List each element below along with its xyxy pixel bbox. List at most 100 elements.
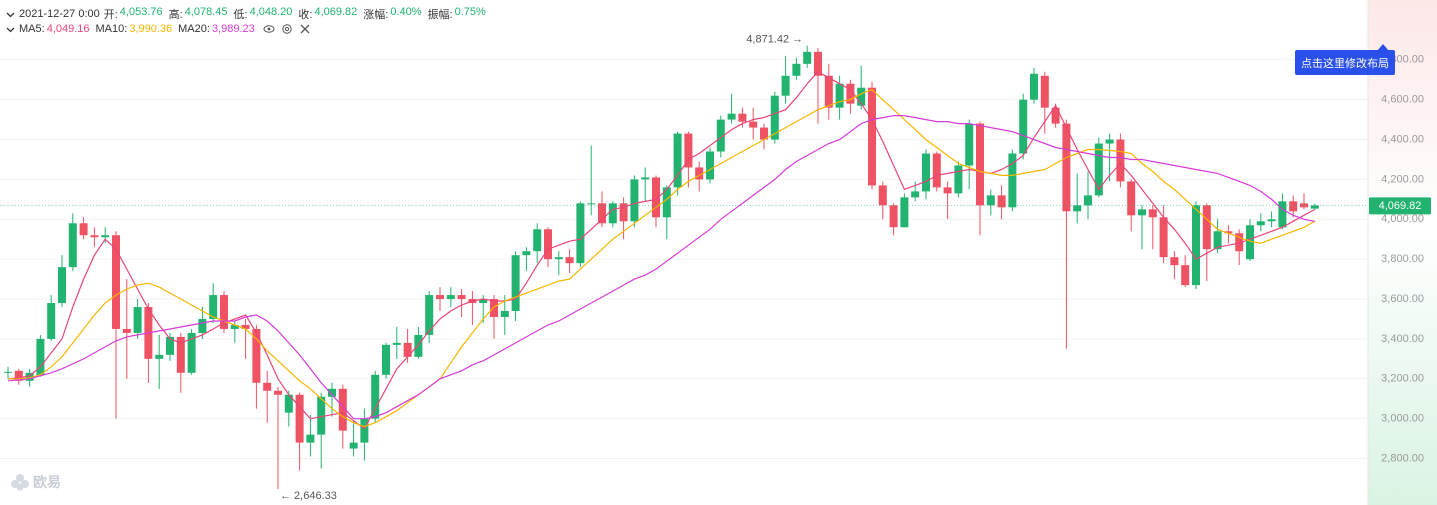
candle-body bbox=[846, 83, 855, 104]
ma-value: 3,989.23 bbox=[211, 23, 255, 35]
candle-body bbox=[576, 203, 585, 264]
candle-body bbox=[349, 442, 358, 449]
candle-body bbox=[1300, 203, 1308, 208]
y-tick-label: 4,600.00 bbox=[1381, 94, 1424, 106]
candle-body bbox=[36, 338, 45, 375]
ma-line bbox=[7, 71, 1316, 430]
candle-body bbox=[274, 390, 282, 395]
candle-body bbox=[857, 87, 866, 106]
candle-body bbox=[1138, 209, 1146, 216]
candle-body bbox=[317, 396, 326, 435]
candle-body bbox=[414, 334, 423, 357]
candle-body bbox=[1181, 265, 1190, 286]
candle-body bbox=[392, 342, 401, 345]
candle-body bbox=[112, 235, 120, 329]
ma-header: MA5: 4,049.16 MA10: 3,990.36 MA20: 3,989.23 bbox=[6, 23, 313, 35]
candle-body bbox=[630, 179, 639, 222]
candle-body bbox=[436, 295, 444, 300]
candle-body bbox=[1202, 205, 1211, 250]
candle-body bbox=[241, 324, 250, 329]
candle-body bbox=[252, 328, 261, 383]
candle-body bbox=[209, 295, 218, 319]
price-axis-bg bbox=[1368, 0, 1437, 505]
candle-body bbox=[166, 336, 174, 355]
candle-body bbox=[122, 328, 131, 333]
candle-body bbox=[976, 123, 984, 206]
y-tick-label: 4,400.00 bbox=[1381, 133, 1424, 145]
candle-body bbox=[371, 374, 380, 419]
y-tick-label: 3,400.00 bbox=[1381, 333, 1424, 345]
candle-body bbox=[835, 83, 844, 108]
field-label: 振幅: bbox=[427, 9, 453, 21]
candle-body bbox=[641, 177, 650, 180]
ma-line bbox=[8, 89, 1316, 428]
layout-button-arrow bbox=[1377, 44, 1389, 51]
candle-body bbox=[479, 299, 488, 304]
candle-body bbox=[220, 295, 228, 329]
candle-body bbox=[328, 388, 336, 397]
collapse-icon[interactable] bbox=[6, 10, 15, 19]
candle-body bbox=[1051, 107, 1060, 124]
candle-body bbox=[1192, 205, 1200, 286]
candle-body bbox=[868, 87, 876, 186]
candle-body bbox=[619, 203, 628, 222]
y-tick-label: 4,000.00 bbox=[1381, 213, 1424, 225]
candle-body bbox=[1213, 231, 1222, 250]
field-value: 4,053.76 bbox=[119, 6, 163, 18]
candle-body bbox=[533, 229, 542, 252]
ohlc-items: 开: 4,053.76 高: 4,078.45 低: 4,048.20 收: 4,069.82… bbox=[104, 6, 490, 22]
field-value: 0.75% bbox=[454, 6, 486, 18]
ma-line bbox=[7, 115, 1315, 420]
candle-body bbox=[198, 318, 207, 333]
candle-body bbox=[68, 223, 77, 268]
candle-body bbox=[14, 370, 23, 381]
candle-body bbox=[943, 187, 952, 194]
candle-body bbox=[824, 75, 833, 108]
candle-body bbox=[1105, 139, 1114, 144]
ma-label: MA20: bbox=[178, 23, 210, 35]
candle-body bbox=[587, 203, 596, 205]
candle-body bbox=[79, 223, 88, 236]
field-label: 高: bbox=[168, 9, 183, 21]
candle-body bbox=[47, 303, 56, 339]
candle-body bbox=[306, 434, 315, 443]
candle-body bbox=[500, 311, 509, 317]
candle-body bbox=[1170, 257, 1179, 266]
candle-body bbox=[1030, 73, 1038, 100]
y-tick-label: 3,000.00 bbox=[1381, 413, 1424, 425]
field-value: 0.40% bbox=[390, 6, 422, 18]
ma-tools[interactable] bbox=[263, 23, 313, 35]
watermark: 欧易 bbox=[10, 472, 61, 492]
candle-body bbox=[1127, 181, 1136, 216]
candle-body bbox=[900, 197, 909, 228]
candle-body bbox=[133, 307, 142, 333]
collapse-icon[interactable] bbox=[6, 25, 15, 34]
candle-body bbox=[1040, 75, 1049, 108]
field-label: 开: bbox=[103, 9, 118, 21]
price-tag-text: 4,069.82 bbox=[1379, 200, 1422, 212]
candle-body bbox=[554, 257, 563, 260]
candle-body bbox=[263, 382, 272, 391]
candle-body bbox=[878, 185, 887, 206]
candle-body bbox=[770, 95, 779, 140]
layout-button[interactable]: 点击这里修改布局 bbox=[1295, 50, 1395, 75]
candle-body bbox=[101, 235, 110, 238]
candle-body bbox=[25, 372, 34, 381]
candle-body bbox=[932, 153, 941, 188]
date: 2021-12-27 0:00 bbox=[19, 8, 100, 20]
candle-body bbox=[608, 203, 617, 224]
candle-body bbox=[565, 257, 574, 264]
candle-body bbox=[760, 127, 768, 140]
candle-body bbox=[4, 371, 12, 373]
candle-body bbox=[187, 332, 196, 373]
candle-body bbox=[814, 51, 822, 76]
extreme-label: ← 2,646.33 bbox=[280, 490, 337, 502]
candle-body bbox=[425, 295, 434, 335]
candle-body bbox=[986, 195, 995, 206]
candle-body bbox=[1267, 219, 1276, 222]
candle-body bbox=[1116, 139, 1125, 182]
candle-body bbox=[911, 191, 920, 198]
candle-body bbox=[954, 165, 963, 194]
candle-body bbox=[922, 153, 930, 192]
